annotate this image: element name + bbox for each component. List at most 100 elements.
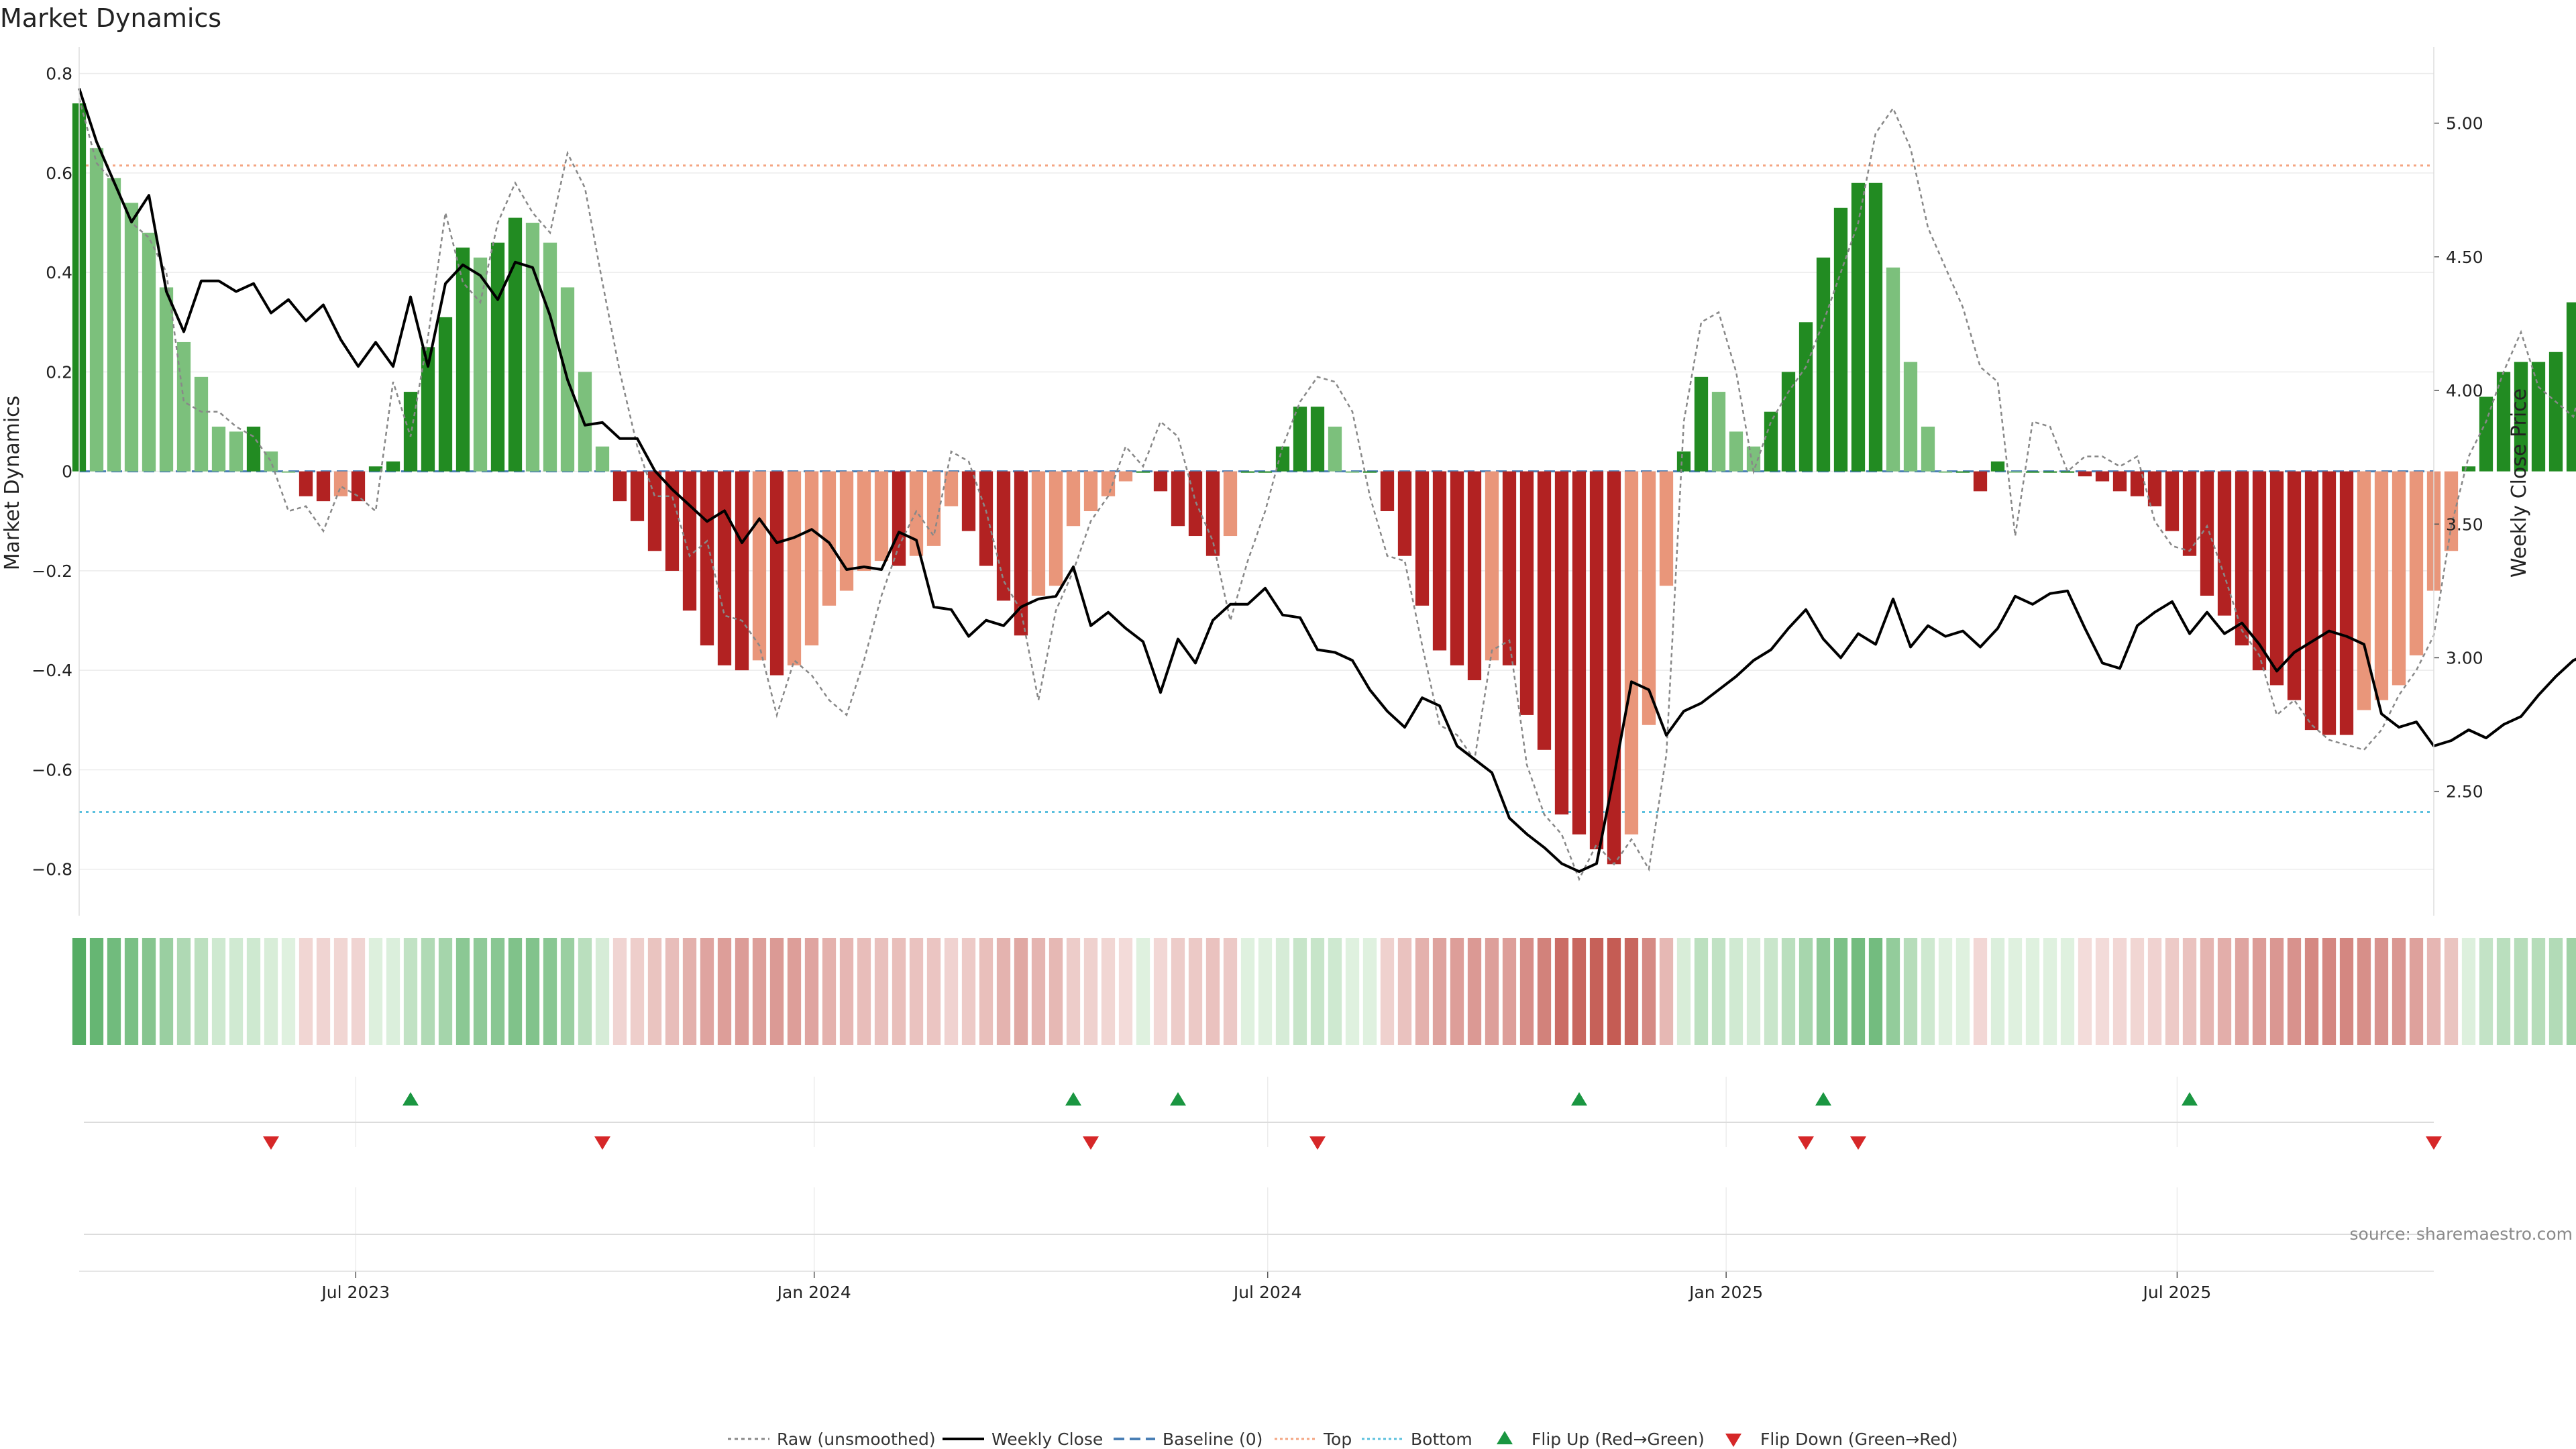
bar [316, 471, 331, 502]
bar [2357, 471, 2371, 710]
flip-down-marker [1850, 1136, 1866, 1150]
heat-cell [2339, 938, 2354, 1045]
bar [2479, 396, 2493, 472]
heat-cell [159, 938, 174, 1045]
bar [2200, 471, 2214, 596]
heat-cell [2409, 938, 2424, 1045]
heat-cell [2479, 938, 2493, 1045]
bar [2043, 471, 2057, 473]
bar [473, 257, 488, 472]
bar [1903, 362, 1918, 472]
flip-up-marker [402, 1092, 419, 1106]
flip-down-marker [1309, 1136, 1326, 1150]
heat-cell [1659, 938, 1674, 1045]
bar [1990, 461, 2005, 472]
bar [107, 178, 121, 472]
bar [2287, 471, 2302, 700]
heat-cell [2112, 938, 2127, 1045]
bar [159, 287, 174, 472]
bar [386, 461, 400, 472]
heat-cell [926, 938, 941, 1045]
heat-cell [2165, 938, 2180, 1045]
x-tick-label: Jul 2023 [320, 1283, 390, 1302]
heat-cell [2130, 938, 2145, 1045]
heat-cell [804, 938, 819, 1045]
bar [1345, 471, 1360, 473]
heat-cell [1990, 938, 2005, 1045]
heat-cell [1380, 938, 1395, 1045]
heat-cell [1955, 938, 1970, 1045]
heat-cell [1293, 938, 1307, 1045]
flip-markers [263, 1092, 2442, 1150]
bar [1624, 471, 1639, 835]
bar [2548, 352, 2563, 472]
heat-cell [717, 938, 732, 1045]
bar [1083, 471, 1098, 511]
bar [1554, 471, 1569, 815]
heat-cell [2025, 938, 2040, 1045]
heat-cell [2304, 938, 2319, 1045]
heat-cell [543, 938, 557, 1045]
heat-cell [2374, 938, 2389, 1045]
heat-cell [1938, 938, 1953, 1045]
bar [1833, 207, 1848, 472]
heat-cell [787, 938, 802, 1045]
flip-up-marker [1170, 1092, 1186, 1106]
grid-lines [79, 72, 2434, 1271]
bar [2060, 471, 2075, 473]
heat-cell [892, 938, 906, 1045]
heat-cell [595, 938, 610, 1045]
bar [2130, 471, 2145, 496]
y2-tick-label: 3.50 [2446, 515, 2483, 534]
heat-cell [438, 938, 453, 1045]
bar [1537, 471, 1552, 750]
bar [211, 426, 226, 472]
heat-cell [2182, 938, 2197, 1045]
heat-cell [2060, 938, 2075, 1045]
heat-cell [1258, 938, 1273, 1045]
heat-cell [1485, 938, 1499, 1045]
heat-cell [264, 938, 278, 1045]
heat-cell [316, 938, 331, 1045]
heat-cell [2461, 938, 2476, 1045]
heat-cell [368, 938, 383, 1045]
heat-cell [1973, 938, 1988, 1045]
bar [769, 471, 784, 676]
heat-cell [229, 938, 244, 1045]
y-tick-label: 0.6 [46, 164, 72, 183]
bar [2235, 471, 2249, 646]
bar [2444, 471, 2459, 551]
heat-cell [1502, 938, 1517, 1045]
heat-cell [2566, 938, 2576, 1045]
heat-cell [1031, 938, 1046, 1045]
bar [961, 471, 976, 531]
bar [142, 232, 156, 472]
heat-cell [490, 938, 505, 1045]
heat-cell [281, 938, 296, 1045]
bar [2112, 471, 2127, 492]
bar [2374, 471, 2389, 700]
heat-cell [1868, 938, 1883, 1045]
bar [455, 248, 470, 472]
bar [1049, 471, 1063, 586]
bar [246, 426, 261, 472]
heat-cell [1816, 938, 1831, 1045]
heat-cell [1188, 938, 1203, 1045]
y2-tick-label: 4.00 [2446, 381, 2483, 400]
bar [543, 242, 557, 472]
x-tick-label: Jul 2025 [2142, 1283, 2212, 1302]
legend-top-label: Top [1323, 1430, 1352, 1449]
x-tick-label: Jan 2025 [1688, 1283, 1763, 1302]
bar [665, 471, 680, 571]
heat-cell [299, 938, 313, 1045]
y-axis-label: Market Dynamics [1, 396, 24, 571]
bar [2095, 471, 2110, 482]
bar [2566, 302, 2576, 472]
bar [979, 471, 994, 566]
heat-cell [2147, 938, 2162, 1045]
legend-close-label: Weekly Close [991, 1430, 1103, 1449]
heat-cell [1153, 938, 1168, 1045]
heat-cell [1083, 938, 1098, 1045]
bar [176, 341, 191, 472]
heat-cell [2548, 938, 2563, 1045]
